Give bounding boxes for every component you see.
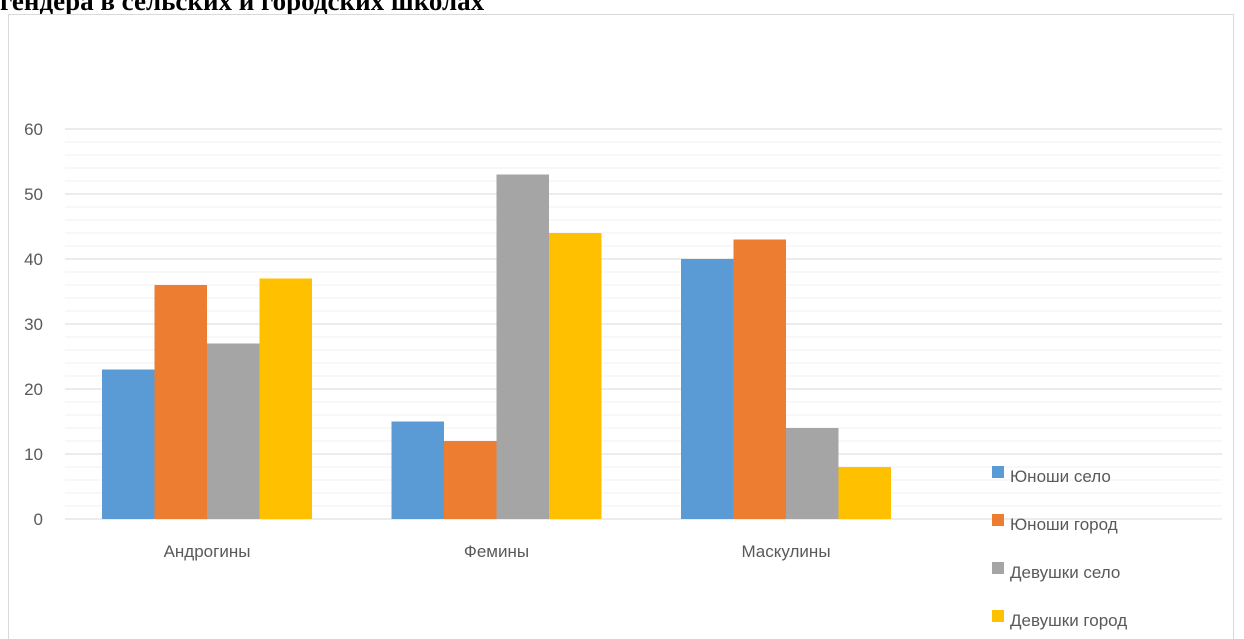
x-tick-label: Андрогины (164, 542, 251, 561)
bar (549, 233, 602, 519)
legend-label: Юноши село (1010, 467, 1111, 486)
bar (786, 428, 839, 519)
legend-swatch (992, 562, 1004, 574)
legend-swatch (992, 466, 1004, 478)
bar (444, 441, 497, 519)
y-tick-label: 20 (24, 380, 43, 399)
legend-label: Юноши город (1010, 515, 1118, 534)
bar (838, 467, 891, 519)
y-tick-label: 30 (24, 315, 43, 334)
bar (154, 285, 207, 519)
legend-swatch (992, 610, 1004, 622)
bar (681, 259, 734, 519)
y-tick-label: 10 (24, 445, 43, 464)
bar (496, 174, 549, 519)
x-tick-label: Маскулины (741, 542, 830, 561)
x-tick-label: Фемины (464, 542, 529, 561)
y-tick-label: 40 (24, 250, 43, 269)
legend-label: Девушки село (1010, 563, 1120, 582)
bar (391, 421, 444, 519)
chart-area (8, 14, 1234, 639)
page-heading: гендера в сельских и городских школах (0, 0, 485, 16)
bar (207, 343, 260, 519)
bar (733, 239, 786, 519)
y-tick-label: 60 (24, 120, 43, 139)
legend-label: Девушки город (1010, 611, 1127, 630)
legend-swatch (992, 514, 1004, 526)
bar (259, 278, 312, 519)
y-tick-label: 0 (34, 510, 43, 529)
bar (102, 369, 155, 519)
y-tick-label: 50 (24, 185, 43, 204)
